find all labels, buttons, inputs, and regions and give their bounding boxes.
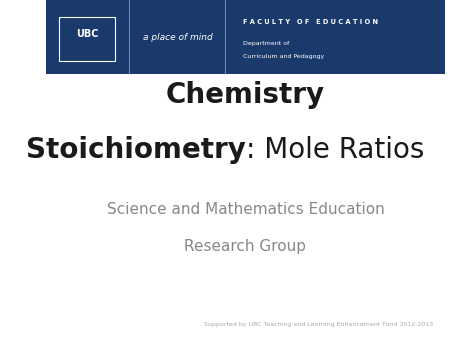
Text: Department of: Department of — [243, 41, 289, 46]
FancyBboxPatch shape — [45, 0, 446, 74]
Text: Research Group: Research Group — [184, 239, 306, 254]
Text: : Mole Ratios: : Mole Ratios — [246, 137, 425, 164]
Text: F A C U L T Y   O F   E D U C A T I O N: F A C U L T Y O F E D U C A T I O N — [243, 19, 378, 25]
Text: Science and Mathematics Education: Science and Mathematics Education — [107, 202, 384, 217]
Text: a place of mind: a place of mind — [143, 33, 212, 42]
Text: Stoichiometry: Stoichiometry — [26, 137, 245, 164]
Text: Chemistry: Chemistry — [166, 81, 325, 108]
Text: Supported by UBC Teaching and Learning Enhancement Fund 2012-2013: Supported by UBC Teaching and Learning E… — [204, 322, 433, 327]
Text: UBC: UBC — [76, 29, 99, 39]
Text: Curriculum and Pedagogy: Curriculum and Pedagogy — [243, 54, 324, 59]
